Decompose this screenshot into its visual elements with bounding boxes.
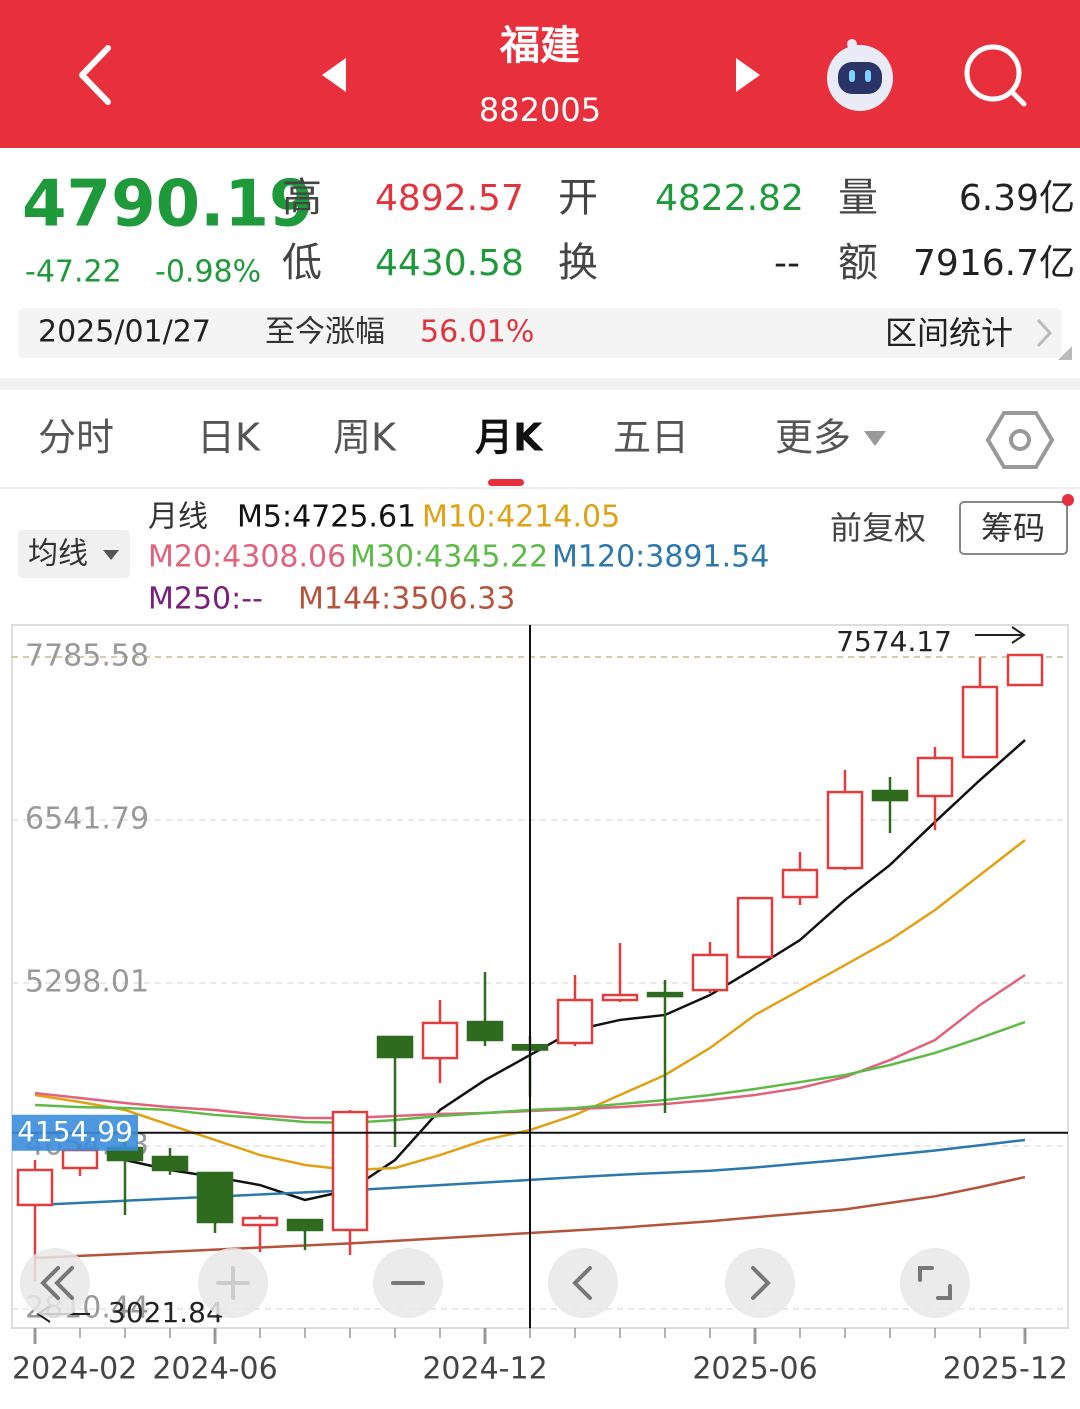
x-tick-label: 2025-12 <box>943 1352 1068 1387</box>
header-code: 882005 <box>479 91 601 129</box>
crosshair-label-box <box>12 1114 138 1151</box>
corner <box>1058 346 1072 360</box>
ma-selector-label: 均线 <box>28 537 88 572</box>
period: 月线 <box>148 500 208 535</box>
range-date: 2025/01/27 <box>38 315 211 350</box>
scroll-left-button[interactable] <box>20 1248 90 1318</box>
tab[interactable]: 分时 <box>38 416 114 460</box>
y-tick-label: 5298.01 <box>25 964 149 999</box>
zoom-in-button[interactable] <box>198 1248 268 1318</box>
candle-body <box>646 991 684 998</box>
tab[interactable]: 日K <box>197 416 261 460</box>
candle-body <box>826 790 864 870</box>
change-pct: -0.98% <box>155 255 261 290</box>
search-button[interactable] <box>964 44 1027 107</box>
candle-body <box>916 756 954 798</box>
plot-frame <box>11 624 1069 1329</box>
x-tick-label: 2024-06 <box>152 1352 277 1387</box>
candle-body <box>331 1110 369 1232</box>
candle-body <box>286 1218 324 1232</box>
divider <box>0 378 1080 390</box>
x-tick-label: 2024-12 <box>422 1352 547 1387</box>
tab-indicator <box>488 479 524 486</box>
y-tick-label: 7785.58 <box>25 639 149 674</box>
value: 4822.82 <box>655 178 804 219</box>
adjust[interactable]: 前复权 <box>830 509 926 547</box>
legend-entry: M10:4214.05 <box>422 500 620 535</box>
range-value: 56.01% <box>420 315 534 350</box>
x-tick-label: 2024-02 <box>12 1352 137 1387</box>
prev-candle-button[interactable] <box>548 1248 618 1318</box>
badge <box>1062 494 1074 506</box>
legend-entry: M5:4725.61 <box>237 500 416 535</box>
legend-entry: M120:3891.54 <box>552 540 769 575</box>
label: 高 <box>282 175 322 221</box>
fullscreen-button[interactable] <box>900 1248 970 1318</box>
header-title: 福建 <box>499 23 580 69</box>
legend-entry: M30:4345.22 <box>350 540 548 575</box>
value: 7916.7亿 <box>913 243 1075 284</box>
range-stats[interactable]: 区间统计 <box>885 314 1013 352</box>
change: -47.22 <box>25 255 122 290</box>
x-tick-label: 2025-06 <box>692 1352 817 1387</box>
candle-body <box>691 953 729 992</box>
next-button[interactable] <box>736 58 760 92</box>
legend-entry: M20:4308.06 <box>148 540 346 575</box>
chips-label: 筹码 <box>981 509 1045 547</box>
more-caret <box>864 431 886 446</box>
label: 低 <box>282 240 322 286</box>
candle-body <box>421 1021 459 1060</box>
label: 换 <box>558 240 598 286</box>
caret <box>103 550 119 560</box>
candle-body <box>1006 653 1044 687</box>
header-bar <box>0 0 1080 148</box>
assistant-icon[interactable] <box>827 39 893 111</box>
candle-body <box>466 1020 504 1042</box>
zoom-out-button[interactable] <box>373 1248 443 1318</box>
tab[interactable]: 周K <box>333 416 397 460</box>
settings-button[interactable] <box>985 411 1055 469</box>
tab[interactable]: 五日 <box>613 416 689 460</box>
label: 开 <box>558 175 598 221</box>
chips-button[interactable] <box>959 501 1068 555</box>
crosshair-label: 4154.99 <box>17 1115 133 1148</box>
candle-body <box>781 868 819 899</box>
candle-body <box>556 998 594 1045</box>
price: 4790.19 <box>22 168 314 242</box>
candle-body <box>16 1168 54 1207</box>
label: 额 <box>838 240 878 286</box>
candle-body <box>151 1155 189 1172</box>
candle-body <box>61 1148 99 1170</box>
legend-entry: M250:-- <box>148 582 263 617</box>
label: 量 <box>838 175 878 221</box>
value: -- <box>774 243 800 284</box>
max-marker: 7574.17 <box>836 625 952 658</box>
chevron <box>1036 318 1053 348</box>
value: 6.39亿 <box>959 178 1075 219</box>
range-bar[interactable] <box>18 308 1062 358</box>
candle-body <box>241 1216 279 1227</box>
value: 4892.57 <box>375 178 524 219</box>
candle-body <box>196 1171 234 1224</box>
ma-selector[interactable] <box>18 530 130 578</box>
candle-body <box>736 896 774 959</box>
candle-body <box>961 685 999 759</box>
candle-body <box>376 1035 414 1059</box>
prev-button[interactable] <box>322 58 346 92</box>
back-button[interactable] <box>79 45 111 105</box>
max-arrow <box>975 626 1026 644</box>
legend-entry: M144:3506.33 <box>298 582 515 617</box>
tab[interactable]: 月K <box>475 416 544 460</box>
candle-body <box>601 993 639 1002</box>
next-candle-button[interactable] <box>725 1248 795 1318</box>
candle-body <box>871 789 909 802</box>
y-tick-label: 6541.79 <box>25 802 149 837</box>
tab[interactable]: 更多 <box>775 416 851 460</box>
range-label: 至今涨幅 <box>265 315 385 350</box>
value: 4430.58 <box>375 243 524 284</box>
